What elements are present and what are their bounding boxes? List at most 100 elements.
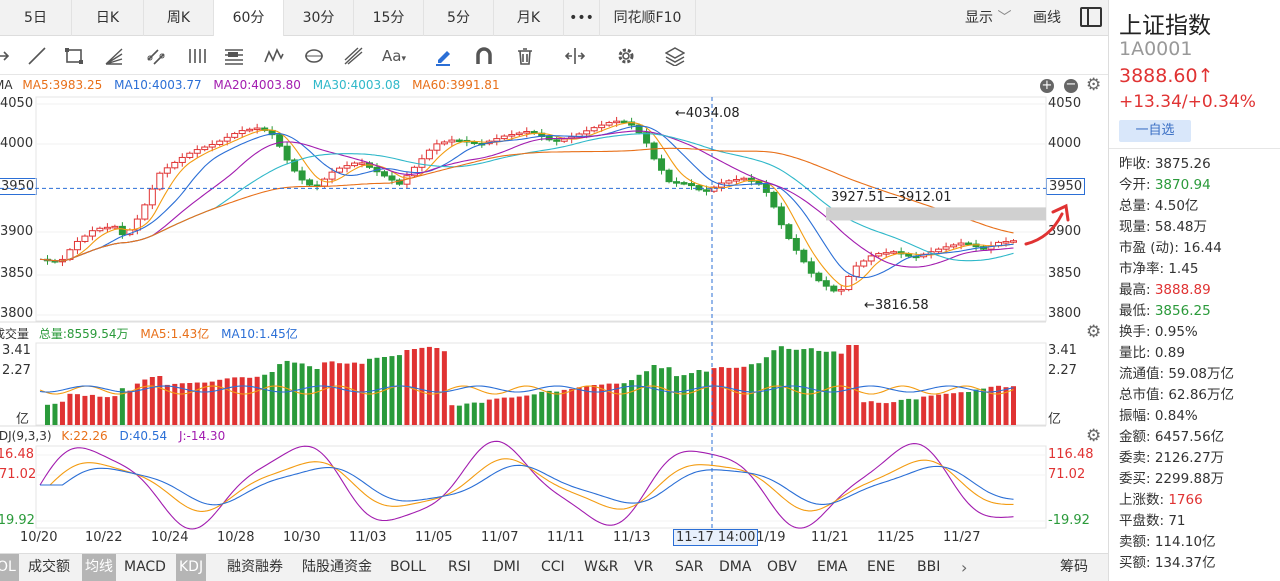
stat-label: 流通值 xyxy=(1119,366,1160,382)
stat-row: 总市值: 62.86万亿 xyxy=(1119,385,1234,406)
tab-weekly-k[interactable]: 周K xyxy=(144,0,214,36)
indicator-tab[interactable]: SAR xyxy=(675,559,704,575)
volume-bar xyxy=(913,399,919,425)
fan-tool-icon[interactable] xyxy=(104,46,124,66)
candle-body xyxy=(560,138,568,142)
indicator-tab[interactable]: CCI xyxy=(541,559,565,575)
more-periods-button[interactable]: ••• xyxy=(564,0,600,36)
display-menu[interactable]: 显示 ﹀ xyxy=(965,0,1011,36)
stat-value: 3888.89 xyxy=(1154,282,1211,298)
indicator-tab-ol[interactable]: OL xyxy=(0,554,19,581)
panel-toggle-icon[interactable] xyxy=(1080,7,1102,27)
indicator-tab[interactable]: KDJ xyxy=(176,554,207,581)
candle-body xyxy=(860,260,868,267)
volume-bar xyxy=(337,363,343,425)
layers-icon[interactable] xyxy=(665,46,685,66)
indicator-tab[interactable]: W&R xyxy=(584,559,619,575)
tab-30min[interactable]: 30分 xyxy=(284,0,354,36)
tab-daily-k[interactable]: 日K xyxy=(72,0,144,36)
indicator-tab[interactable]: RSI xyxy=(448,559,471,575)
volume-settings-gear-icon[interactable]: ⚙ xyxy=(1086,322,1102,342)
channel-tool-icon[interactable] xyxy=(146,46,166,66)
price-tick: 3800 xyxy=(1048,306,1082,321)
candle-body xyxy=(815,272,823,282)
tab-60min[interactable]: 60分 xyxy=(214,0,284,36)
volume-bar xyxy=(352,362,358,425)
tab-5min[interactable]: 5分 xyxy=(424,0,494,36)
draw-line-button[interactable]: 画线 xyxy=(1033,10,1061,26)
stat-colon: : xyxy=(1146,198,1155,214)
kline-chart[interactable]: ←4034.08 ←3816.58 3927.51—3912.01 xyxy=(0,0,1108,553)
highlighter-icon[interactable] xyxy=(434,46,454,66)
split-view-icon[interactable] xyxy=(565,46,585,66)
date-tick: 10/22 xyxy=(85,530,123,545)
cursor-icon[interactable] xyxy=(0,46,12,66)
stat-row: 现量: 58.48万 xyxy=(1119,217,1207,238)
indicator-tab[interactable]: BOLL xyxy=(390,559,426,575)
tab-15min[interactable]: 15分 xyxy=(354,0,424,36)
chip-button[interactable]: 筹码 xyxy=(1060,559,1088,575)
indicator-tab[interactable]: 陆股通资金 xyxy=(302,559,372,575)
tab-f10[interactable]: 同花顺F10 xyxy=(600,0,696,36)
volume-bar xyxy=(494,398,500,425)
tab-5day[interactable]: 5日 xyxy=(0,0,72,36)
pitchfork-icon[interactable] xyxy=(344,46,364,66)
candle-body xyxy=(830,285,838,292)
volume-bar xyxy=(928,395,934,425)
indicator-tab[interactable]: EMA xyxy=(817,559,848,575)
line-tool-icon[interactable] xyxy=(27,46,47,66)
magnet-icon[interactable] xyxy=(474,46,494,66)
candle-body xyxy=(208,144,216,148)
indicator-tab[interactable]: 成交额 xyxy=(28,559,70,575)
stat-row: 最高: 3888.89 xyxy=(1119,280,1211,301)
volume-bar xyxy=(149,377,155,425)
zoom-in-icon[interactable]: + xyxy=(1040,78,1054,93)
gear-icon[interactable] xyxy=(616,46,636,66)
volume-bar xyxy=(479,402,485,425)
indicator-tab[interactable]: BBI xyxy=(917,559,941,575)
stat-value: 4.50亿 xyxy=(1154,198,1199,214)
volume-bar xyxy=(756,363,762,425)
price-tick: 3850 xyxy=(0,266,34,281)
main-settings-gear-icon[interactable]: ⚙ xyxy=(1086,75,1102,95)
date-tick: 11/11 xyxy=(547,530,585,545)
volume-bar xyxy=(966,392,972,425)
price-tick: 4050 xyxy=(0,96,34,111)
volume-bar xyxy=(404,350,410,425)
quote-panel: 上证指数 1A0001 3888.60↑ +13.34/+0.34% 一自选 昨… xyxy=(1108,0,1280,581)
kdj-tick: 71.02 xyxy=(0,467,37,482)
candle-body xyxy=(433,143,441,151)
indicator-tab[interactable]: 均线 xyxy=(82,554,116,581)
trash-icon[interactable] xyxy=(515,46,535,66)
kdj-settings-gear-icon[interactable]: ⚙ xyxy=(1086,426,1102,446)
text-tool-icon[interactable]: Aa▾ xyxy=(382,47,406,65)
indicator-tab[interactable]: DMI xyxy=(493,559,520,575)
date-tick: 11/27 xyxy=(943,530,981,545)
volume-bar xyxy=(846,345,852,425)
stat-colon: : xyxy=(1146,450,1155,466)
parallel-lines-icon[interactable] xyxy=(187,46,207,66)
indicator-tab[interactable]: VR xyxy=(634,559,654,575)
date-tick: 11/13 xyxy=(613,530,651,545)
volume-bar xyxy=(396,355,402,425)
indicator-tab[interactable]: 融资融券 xyxy=(227,559,283,575)
indicator-tab[interactable]: DMA xyxy=(719,559,752,575)
volume-bar xyxy=(441,351,447,425)
indicator-tab[interactable]: MACD xyxy=(124,559,166,575)
volume-bar xyxy=(516,396,522,425)
add-watchlist-button[interactable]: 一自选 xyxy=(1119,120,1191,142)
kdj-tick: -19.92 xyxy=(0,513,35,528)
zoom-out-icon[interactable]: − xyxy=(1064,77,1078,93)
more-indicators-icon[interactable]: › xyxy=(961,558,968,577)
indicator-tab[interactable]: OBV xyxy=(767,559,797,575)
tab-monthly-k[interactable]: 月K xyxy=(494,0,564,36)
fibonacci-icon[interactable] xyxy=(224,46,244,66)
wave-tool-icon[interactable] xyxy=(264,46,284,66)
cycle-tool-icon[interactable] xyxy=(304,46,324,66)
rectangle-tool-icon[interactable] xyxy=(64,46,84,66)
stat-colon: : xyxy=(1146,471,1155,487)
indicator-tab[interactable]: ENE xyxy=(867,559,896,575)
stat-row: 振幅: 0.84% xyxy=(1119,406,1198,427)
volume-bar xyxy=(1011,386,1017,425)
candle-body xyxy=(103,226,111,230)
